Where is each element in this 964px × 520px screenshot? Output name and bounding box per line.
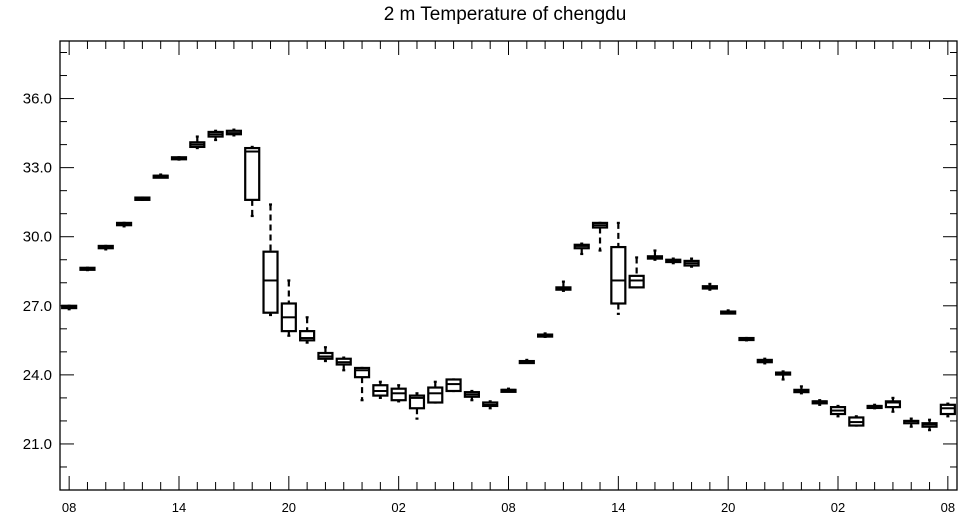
y-tick-label: 30.0 [23, 229, 52, 246]
box-iqr [628, 274, 645, 289]
y-tick-label: 27.0 [23, 298, 52, 315]
x-tick-label: 14 [172, 500, 186, 515]
y-tick-label: 36.0 [23, 91, 52, 108]
box-iqr [427, 386, 444, 404]
x-tick-label: 08 [62, 500, 76, 515]
box-iqr [445, 378, 462, 393]
box-iqr [244, 146, 261, 201]
box-iqr [390, 387, 407, 402]
x-tick-label: 08 [501, 500, 515, 515]
box-iqr [939, 403, 956, 416]
box-iqr [262, 250, 279, 314]
box-iqr [610, 245, 627, 305]
x-tick-label: 20 [282, 500, 296, 515]
x-tick-label: 14 [611, 500, 625, 515]
x-tick-label: 02 [831, 500, 845, 515]
y-tick-label: 21.0 [23, 436, 52, 453]
box-iqr [884, 400, 902, 409]
y-tick-label: 24.0 [23, 367, 52, 384]
box-iqr [299, 330, 316, 342]
plot-area: 21.0 24.0 27.0 30.0 33.0 36.0 08 14 20 02 08 14 20 02… [23, 40, 958, 515]
chart-title: 2 m Temperature of chengdu [384, 4, 627, 25]
x-tick-label: 20 [721, 500, 735, 515]
x-tick-label: 02 [391, 500, 405, 515]
plot-frame [59, 40, 958, 491]
x-tick-label: 08 [941, 500, 955, 515]
y-tick-label: 33.0 [23, 160, 52, 177]
box-iqr [353, 366, 371, 379]
